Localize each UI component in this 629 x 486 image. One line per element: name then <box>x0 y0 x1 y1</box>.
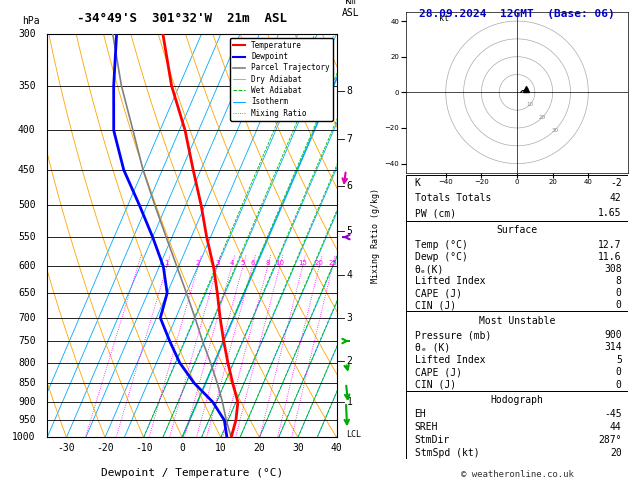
Text: θₑ(K): θₑ(K) <box>415 264 444 274</box>
Text: -45: -45 <box>604 409 621 419</box>
Text: Temp (°C): Temp (°C) <box>415 240 467 250</box>
Text: 300: 300 <box>18 29 36 39</box>
Text: 2: 2 <box>196 260 201 266</box>
Text: 20: 20 <box>315 260 324 266</box>
Text: CIN (J): CIN (J) <box>415 380 456 390</box>
Text: Lifted Index: Lifted Index <box>415 276 485 286</box>
Text: 20: 20 <box>610 448 621 458</box>
Text: 700: 700 <box>18 313 36 323</box>
Text: 30: 30 <box>292 443 304 453</box>
Text: θₑ (K): θₑ (K) <box>415 343 450 352</box>
Text: CIN (J): CIN (J) <box>415 300 456 310</box>
Text: km
ASL: km ASL <box>342 0 360 18</box>
Text: 0: 0 <box>179 443 185 453</box>
Text: 0: 0 <box>616 367 621 378</box>
Bar <box>406 311 628 391</box>
Text: 20: 20 <box>253 443 265 453</box>
Text: K: K <box>415 177 421 188</box>
Text: 7: 7 <box>347 134 352 144</box>
Text: 5: 5 <box>347 226 352 236</box>
Text: Lifted Index: Lifted Index <box>415 355 485 365</box>
Text: 500: 500 <box>18 200 36 210</box>
Text: 0: 0 <box>616 300 621 310</box>
Text: hPa: hPa <box>23 16 40 26</box>
Text: 900: 900 <box>604 330 621 340</box>
Text: 3: 3 <box>347 313 352 323</box>
Bar <box>406 175 628 221</box>
Text: 40: 40 <box>331 443 342 453</box>
Text: 8: 8 <box>265 260 270 266</box>
Text: 5: 5 <box>616 355 621 365</box>
Text: 10: 10 <box>526 103 533 107</box>
Text: 42: 42 <box>610 193 621 203</box>
Text: StmSpd (kt): StmSpd (kt) <box>415 448 479 458</box>
Legend: Temperature, Dewpoint, Parcel Trajectory, Dry Adiabat, Wet Adiabat, Isotherm, Mi: Temperature, Dewpoint, Parcel Trajectory… <box>230 38 333 121</box>
Text: Most Unstable: Most Unstable <box>479 316 555 326</box>
Text: 10: 10 <box>276 260 284 266</box>
Text: 25: 25 <box>328 260 337 266</box>
Text: 2: 2 <box>347 356 352 365</box>
Bar <box>406 221 628 311</box>
Text: -30: -30 <box>58 443 75 453</box>
Text: 11.6: 11.6 <box>598 252 621 262</box>
Text: 6: 6 <box>347 181 352 191</box>
Text: 4: 4 <box>347 270 352 280</box>
Text: CAPE (J): CAPE (J) <box>415 288 462 298</box>
Text: 314: 314 <box>604 343 621 352</box>
Text: 800: 800 <box>18 358 36 367</box>
Text: 350: 350 <box>18 81 36 91</box>
Text: 6: 6 <box>250 260 255 266</box>
Text: 30: 30 <box>552 128 559 133</box>
Text: 3: 3 <box>215 260 220 266</box>
Text: SREH: SREH <box>415 422 438 432</box>
Text: Hodograph: Hodograph <box>491 395 543 405</box>
Text: Pressure (mb): Pressure (mb) <box>415 330 491 340</box>
Text: 20: 20 <box>539 115 546 120</box>
Text: 850: 850 <box>18 378 36 388</box>
Text: 550: 550 <box>18 232 36 242</box>
Text: CAPE (J): CAPE (J) <box>415 367 462 378</box>
Text: -10: -10 <box>135 443 152 453</box>
Text: PW (cm): PW (cm) <box>415 208 456 218</box>
Text: StmDir: StmDir <box>415 435 450 445</box>
Text: Mixing Ratio (g/kg): Mixing Ratio (g/kg) <box>371 188 380 283</box>
Text: 650: 650 <box>18 288 36 298</box>
Text: Totals Totals: Totals Totals <box>415 193 491 203</box>
Text: 1: 1 <box>165 260 169 266</box>
Text: 8: 8 <box>347 87 352 96</box>
Text: Dewp (°C): Dewp (°C) <box>415 252 467 262</box>
Text: 750: 750 <box>18 336 36 346</box>
Text: 5: 5 <box>241 260 245 266</box>
Text: -20: -20 <box>96 443 114 453</box>
Text: 1000: 1000 <box>12 433 36 442</box>
Text: 600: 600 <box>18 261 36 271</box>
Text: Surface: Surface <box>496 225 538 235</box>
Text: 44: 44 <box>610 422 621 432</box>
Text: Dewpoint / Temperature (°C): Dewpoint / Temperature (°C) <box>101 468 283 478</box>
Text: 308: 308 <box>604 264 621 274</box>
Text: 0: 0 <box>616 380 621 390</box>
Text: EH: EH <box>415 409 426 419</box>
Text: LCL: LCL <box>347 430 362 438</box>
Text: 950: 950 <box>18 415 36 425</box>
Text: 1.65: 1.65 <box>598 208 621 218</box>
Text: 8: 8 <box>616 276 621 286</box>
Text: 900: 900 <box>18 397 36 407</box>
Text: kt: kt <box>438 14 448 23</box>
Text: 12.7: 12.7 <box>598 240 621 250</box>
Text: 450: 450 <box>18 165 36 175</box>
Text: 0: 0 <box>616 288 621 298</box>
Text: -2: -2 <box>610 177 621 188</box>
Text: 287°: 287° <box>598 435 621 445</box>
Bar <box>406 391 628 459</box>
Text: 10: 10 <box>215 443 226 453</box>
Text: 4: 4 <box>230 260 234 266</box>
Text: 400: 400 <box>18 125 36 136</box>
Text: -34°49'S  301°32'W  21m  ASL: -34°49'S 301°32'W 21m ASL <box>77 12 287 25</box>
Text: 28.09.2024  12GMT  (Base: 06): 28.09.2024 12GMT (Base: 06) <box>419 9 615 19</box>
Text: 15: 15 <box>298 260 307 266</box>
Text: 1: 1 <box>347 397 352 407</box>
Text: © weatheronline.co.uk: © weatheronline.co.uk <box>460 469 574 479</box>
